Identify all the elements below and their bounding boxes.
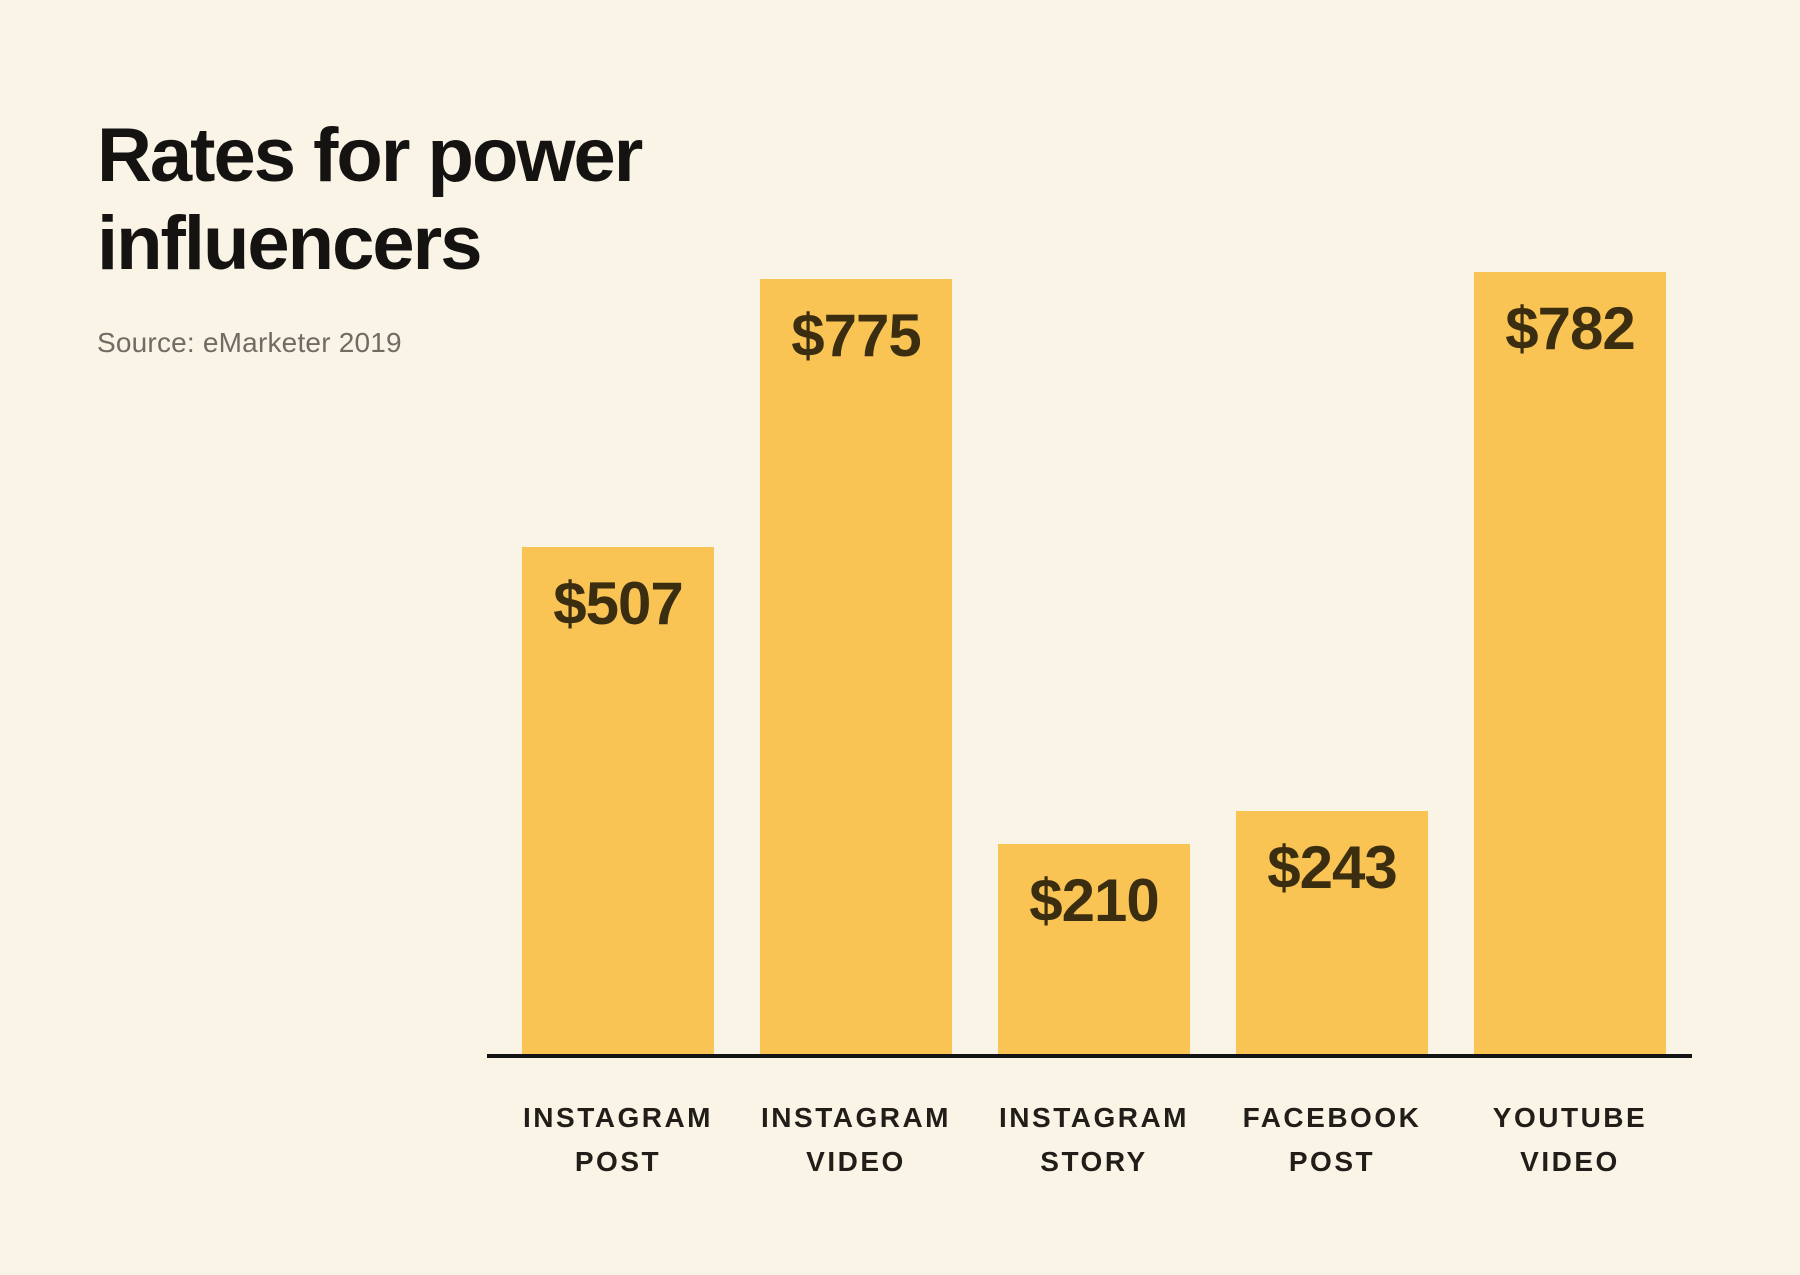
- source-text: Source: eMarketer 2019: [97, 327, 402, 358]
- value-label: $782: [1505, 295, 1635, 362]
- category-labels-row: INSTAGRAM POST INSTAGRAM VIDEO INSTAGRAM S…: [487, 1096, 1692, 1184]
- bar-instagram-video: $775: [760, 279, 952, 1054]
- category-label-youtube-video: YOUTUBE VIDEO: [1492, 1102, 1648, 1177]
- bar-instagram-post: $507: [522, 547, 714, 1054]
- value-label: $243: [1267, 834, 1397, 901]
- bar-facebook-post: $243: [1236, 811, 1428, 1054]
- category-label-instagram-post: INSTAGRAM POST: [523, 1102, 713, 1177]
- bars-row: $507 $775 $210 $243 $782: [487, 0, 1692, 1054]
- bar-chart: $507 $775 $210 $243 $782 INSTAGRAM POST I…: [487, 0, 1692, 1184]
- category-label-facebook-post: FACEBOOK POST: [1242, 1102, 1422, 1177]
- value-label: $507: [553, 570, 683, 637]
- value-label: $210: [1029, 867, 1159, 934]
- bar-instagram-story: $210: [998, 844, 1190, 1054]
- bar-youtube-video: $782: [1474, 272, 1666, 1054]
- page-title: Rates for power influencers: [97, 113, 643, 286]
- x-axis-line: [487, 1054, 1692, 1058]
- category-label-instagram-story: INSTAGRAM STORY: [999, 1102, 1189, 1177]
- category-label-instagram-video: INSTAGRAM VIDEO: [761, 1102, 951, 1177]
- value-label: $775: [791, 302, 921, 369]
